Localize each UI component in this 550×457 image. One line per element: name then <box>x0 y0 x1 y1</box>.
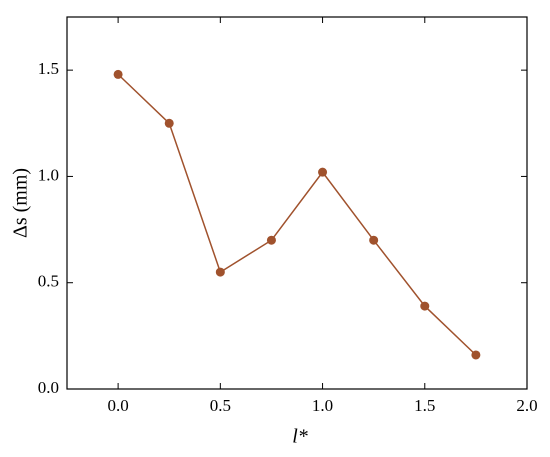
y-tick-label: 1.5 <box>38 59 59 78</box>
y-axis-label: Δs (mm) <box>10 168 32 238</box>
point <box>369 235 379 245</box>
y-tick-label: 0.0 <box>38 378 59 397</box>
x-tick-label: 2.0 <box>516 396 537 415</box>
plot-frame <box>66 16 528 390</box>
x-tick-label: 0.0 <box>107 396 128 415</box>
point <box>318 167 328 177</box>
x-tick-label: 1.5 <box>414 396 435 415</box>
point <box>471 350 481 360</box>
point <box>113 69 123 79</box>
x-tick-label: 1.0 <box>312 396 333 415</box>
x-axis-label: l* <box>292 426 308 448</box>
point <box>215 267 225 277</box>
point <box>164 118 174 128</box>
point <box>266 235 276 245</box>
y-tick-label: 0.5 <box>38 272 59 291</box>
y-tick-label: 1.0 <box>38 165 59 184</box>
series-line <box>117 73 477 356</box>
point <box>420 301 430 311</box>
x-tick-label: 0.5 <box>210 396 231 415</box>
